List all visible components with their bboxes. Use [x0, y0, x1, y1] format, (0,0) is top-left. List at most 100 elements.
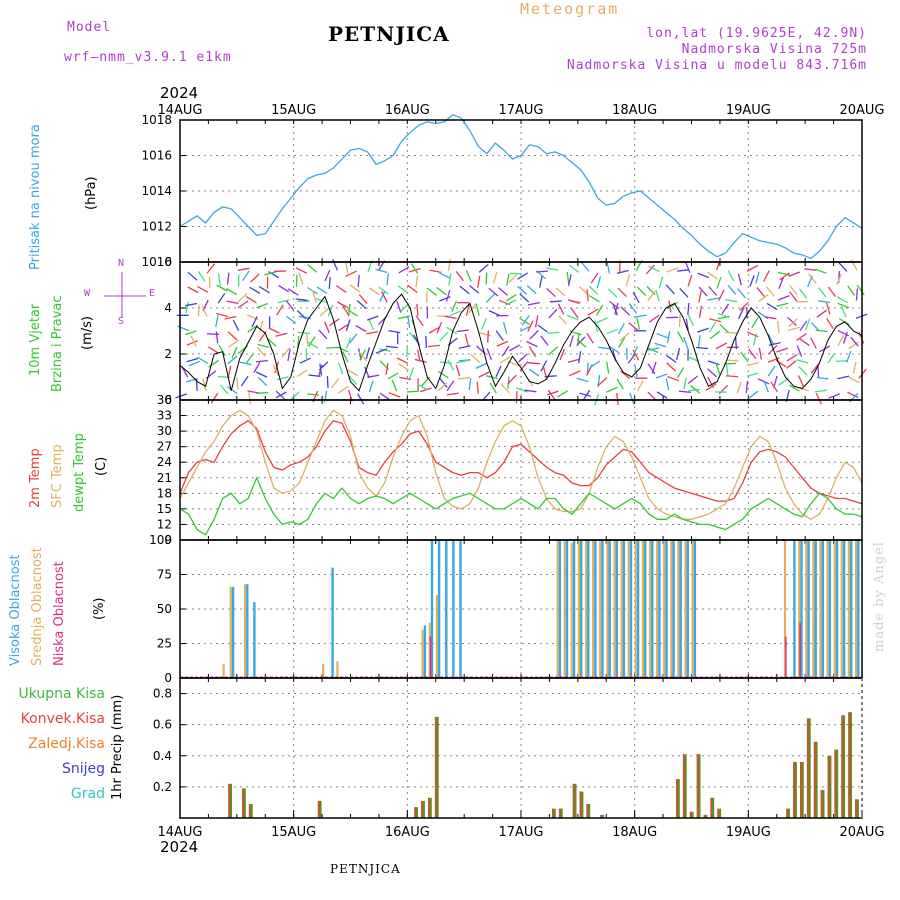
- wind-arrow: [737, 288, 746, 299]
- wind-arrow: [177, 325, 189, 332]
- wind-arrow: [186, 340, 199, 346]
- wind-arrow: [767, 365, 776, 377]
- wind-arrow: [763, 380, 770, 393]
- wind-arrow: [286, 315, 297, 325]
- wind-arrow: [378, 286, 389, 295]
- y-tick-label: 33: [157, 409, 172, 423]
- wind-arrow: [446, 380, 455, 392]
- wind-arrow: [226, 272, 230, 285]
- wind-arrow: [236, 377, 239, 390]
- compass-n: N: [118, 258, 125, 269]
- wind-arrow: [526, 340, 538, 348]
- precip-total-bar: [242, 788, 246, 818]
- precip-total-bar: [248, 804, 253, 818]
- wind-arrow: [847, 285, 856, 296]
- wind-arrow: [385, 345, 398, 349]
- precip-total-bar: [552, 808, 556, 818]
- wind-arrow: [464, 333, 469, 346]
- wind-arrow: [757, 378, 770, 385]
- y-tick-label: 1018: [141, 113, 172, 127]
- wind-arrow: [645, 264, 655, 275]
- wind-arrow: [715, 258, 722, 271]
- wind-arrow: [764, 316, 777, 320]
- wind-arrow: [488, 287, 499, 297]
- wind-arrow: [856, 284, 865, 296]
- cloud-low-bar: [429, 636, 432, 678]
- wind-arrow: [187, 286, 199, 294]
- cloud-high-bar: [601, 540, 604, 678]
- wind-arrow: [505, 294, 517, 302]
- y-tick-label: 30: [157, 424, 172, 438]
- cloud-mid-bar: [577, 540, 580, 678]
- wind-arrow: [546, 390, 559, 396]
- precip-total-bar: [676, 779, 680, 818]
- wind-arrow: [487, 330, 490, 343]
- wind-arrow: [799, 320, 808, 332]
- wind-arrow: [647, 391, 657, 402]
- cloud-high-bar: [679, 540, 682, 678]
- cloud-high-bar: [842, 540, 846, 678]
- precip-conv-bar: [793, 762, 795, 818]
- wind-arrow: [763, 270, 770, 282]
- precip-conv-bar: [855, 799, 857, 818]
- wind-arrow: [326, 375, 329, 389]
- cloud-high-bar: [558, 540, 562, 678]
- wind-arrow: [773, 375, 778, 388]
- wind-arrow: [348, 333, 358, 344]
- wind-arrow: [407, 315, 411, 328]
- wind-arrow: [547, 389, 556, 401]
- precip-total-bar: [827, 755, 832, 818]
- wind-arrow: [255, 359, 268, 363]
- wind-arrow: [388, 392, 401, 398]
- wind-arrow: [727, 270, 735, 282]
- cloud-high-bar: [445, 540, 448, 678]
- wind-arrow: [476, 381, 479, 394]
- precip-total-bar: [228, 783, 232, 818]
- wind-arrow: [697, 335, 701, 348]
- wind-arrow: [536, 270, 549, 273]
- wind-arrow: [399, 376, 412, 381]
- precip-total-bar: [696, 754, 701, 818]
- precip-total-label: Ukupna Kisa: [18, 686, 105, 702]
- wind-arrow: [847, 391, 859, 399]
- wind-arrow: [297, 331, 310, 335]
- wind-arrow: [698, 305, 703, 318]
- cloud-high-bar: [672, 540, 675, 678]
- y-tick-label: 9: [164, 533, 172, 547]
- wind-arrow: [299, 357, 311, 364]
- wind-arrow: [414, 358, 427, 363]
- wind-arrow: [415, 315, 424, 327]
- wind-arrow: [666, 267, 679, 273]
- cloud-high-bar: [800, 540, 803, 678]
- wind-arrow: [767, 357, 780, 363]
- wind-arrow: [558, 314, 568, 325]
- cloud-high-bar: [686, 540, 689, 678]
- wind-arrow: [275, 332, 288, 337]
- cloud-high-bar: [587, 540, 590, 678]
- cloud-low-bar: [785, 636, 787, 678]
- wind-arrow: [215, 331, 219, 344]
- wind-arrow: [425, 335, 428, 349]
- wind-arrow: [594, 320, 599, 333]
- wind-arrow: [707, 368, 717, 378]
- wind-arrow: [468, 302, 477, 314]
- precip-total-bar: [834, 749, 839, 818]
- wind-arrow: [417, 349, 421, 362]
- wind-arrow: [250, 273, 260, 283]
- wind-arrow: [207, 333, 220, 336]
- wind-arrow: [798, 288, 808, 299]
- wind-arrow: [817, 365, 820, 378]
- wind-arrow: [778, 377, 789, 386]
- compass-w: W: [84, 288, 91, 299]
- wind-arrow: [777, 294, 790, 301]
- wind-arrow: [455, 270, 465, 282]
- wind-arrow: [517, 285, 528, 295]
- precip-conv-bar: [786, 808, 788, 818]
- wind-arrow: [739, 301, 749, 311]
- wind-arrow: [275, 391, 287, 399]
- wind-arrow: [508, 344, 521, 352]
- wind-arrow: [636, 286, 647, 296]
- cloud-mid-bar: [847, 540, 850, 678]
- wind-arrow: [848, 376, 860, 384]
- wind-arrow: [349, 284, 361, 293]
